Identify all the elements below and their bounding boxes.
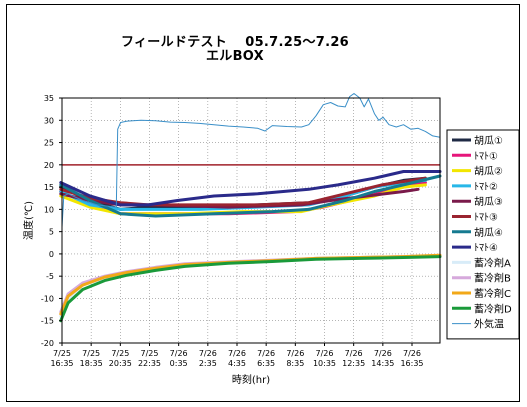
y-tick-label: -10 <box>41 294 54 303</box>
legend-label: 蓄冷剤A <box>474 256 511 269</box>
grid-lines <box>61 97 440 344</box>
y-tick-label: 35 <box>44 94 54 103</box>
chart-title: フィールドテスト 05.7.25～7.26 <box>120 35 350 50</box>
x-tick-time: 2:35 <box>199 359 217 368</box>
y-tick-label: -20 <box>41 339 54 348</box>
y-tick-labels: 35 30 25 20 15 10 5 0 -5 -10 -15 -20 <box>41 94 62 348</box>
y-tick-label: 10 <box>44 205 54 214</box>
x-tick-date: 7/26 <box>345 349 363 358</box>
x-tick-time: 6:35 <box>257 359 275 368</box>
y-tick-label: -15 <box>41 317 54 326</box>
x-tick-time: 16:35 <box>400 359 423 368</box>
legend-label: 蓄冷剤B <box>474 272 511 285</box>
legend-label: 胡瓜③ <box>474 195 503 208</box>
x-tick-date: 7/26 <box>170 349 188 358</box>
legend-label: 胡瓜① <box>474 134 503 147</box>
legend-label: 蓄冷剤C <box>474 287 511 300</box>
x-tick-time: 18:35 <box>80 359 103 368</box>
x-tick-time: 16:35 <box>50 359 73 368</box>
x-tick-time: 20:35 <box>109 359 132 368</box>
y-tick-label: 20 <box>44 161 54 170</box>
x-tick-date: 7/25 <box>53 349 71 358</box>
x-tick-time: 0:35 <box>170 359 188 368</box>
series-line-12 <box>59 255 442 323</box>
y-tick-label: 25 <box>44 139 54 148</box>
x-tick-time: 22:35 <box>138 359 161 368</box>
legend-label: 外気温 <box>474 318 504 331</box>
chart-title-block: フィールドテスト 05.7.25～7.26 エルBOX <box>0 36 470 64</box>
y-tick-label: 15 <box>44 183 54 192</box>
legend-box <box>446 129 520 340</box>
x-tick-date: 7/25 <box>141 349 159 358</box>
legend-label: ﾄﾏﾄ② <box>474 182 498 193</box>
x-tick-date: 7/26 <box>228 349 246 358</box>
series-line-9 <box>59 254 442 318</box>
y-tick-label: 30 <box>44 116 54 125</box>
legend-label: 胡瓜④ <box>474 226 503 239</box>
x-axis-label: 時刻(hr) <box>232 373 270 386</box>
x-tick-date: 7/25 <box>111 349 129 358</box>
series-line-8 <box>59 170 442 207</box>
x-tick-time: 12:35 <box>342 359 365 368</box>
series-line-10 <box>59 254 442 314</box>
x-tick-time: 14:35 <box>371 359 394 368</box>
x-tick-date: 7/25 <box>82 349 100 358</box>
x-tick-date: 7/26 <box>316 349 334 358</box>
x-tick-date: 7/26 <box>286 349 304 358</box>
legend-label: 胡瓜② <box>474 165 503 178</box>
legend-label: 蓄冷剤D <box>474 302 512 315</box>
x-tick-date: 7/26 <box>403 349 421 358</box>
x-tick-time: 8:35 <box>286 359 304 368</box>
chart-subtitle: エルBOX <box>205 49 265 64</box>
legend-label: ﾄﾏﾄ① <box>474 151 498 162</box>
series-line-7 <box>59 174 442 218</box>
series-line-13 <box>61 93 441 228</box>
legend-label: ﾄﾏﾄ③ <box>474 213 498 224</box>
y-axis-label: 温度(℃) <box>22 201 35 240</box>
legend: 胡瓜① ﾄﾏﾄ① 胡瓜② ﾄﾏﾄ② 胡瓜③ ﾄﾏﾄ③ 胡瓜④ ﾄﾏﾄ④ 蓄冷剤A 蓄冷剤B 蓄冷剤C… <box>446 129 520 340</box>
x-tick-date: 7/26 <box>374 349 392 358</box>
y-tick-label: -5 <box>46 272 54 281</box>
x-tick-date: 7/26 <box>199 349 217 358</box>
plot-area <box>61 97 441 344</box>
x-tick-time: 10:35 <box>313 359 336 368</box>
x-tick-time: 4:35 <box>228 359 246 368</box>
y-tick-label: 0 <box>49 250 54 259</box>
legend-label: ﾄﾏﾄ④ <box>474 243 498 254</box>
y-tick-label: 5 <box>49 228 54 237</box>
series-layer <box>59 93 442 323</box>
x-tick-date: 7/26 <box>257 349 275 358</box>
x-tick-labels: 7/2516:357/2518:357/2520:357/2522:357/26… <box>50 343 424 368</box>
